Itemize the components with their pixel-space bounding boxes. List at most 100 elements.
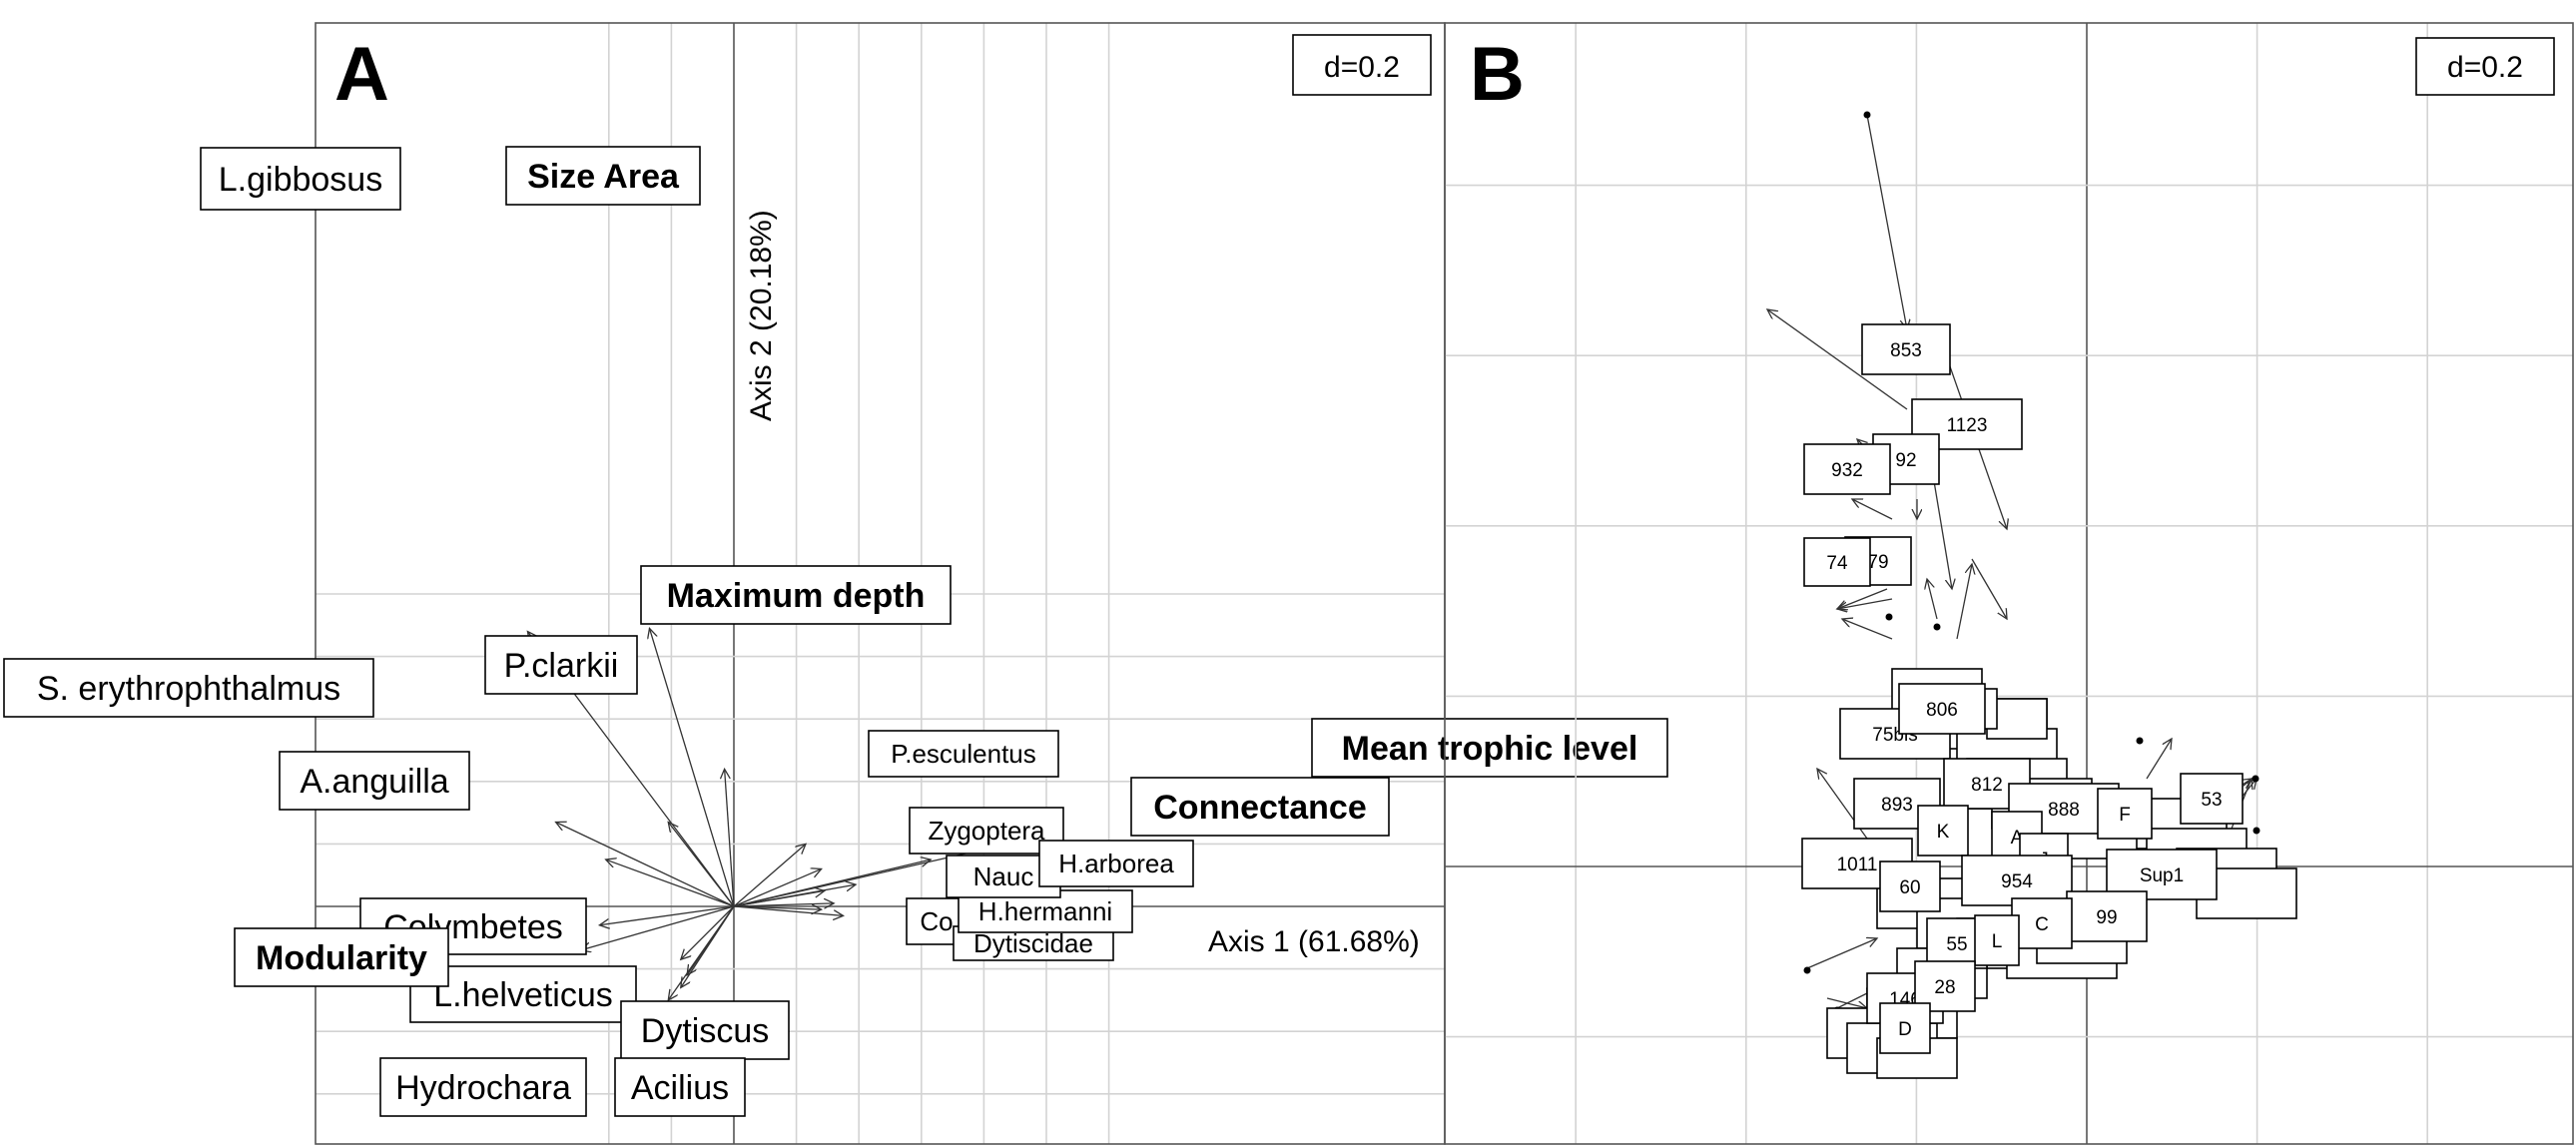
arrow-p-clarkii: [668, 822, 735, 907]
site-label-text-1123: 1123: [1947, 415, 1988, 436]
label-size-area: Size Area: [505, 146, 701, 206]
arrow-dytiscidae: [733, 905, 844, 915]
site-label-text-l: L: [1992, 931, 2003, 952]
arrow-maximum-depth: [725, 769, 735, 907]
panel-b-point: [1803, 966, 1811, 974]
site-label-53: 53: [2180, 773, 2244, 825]
site-label-f: F: [2097, 788, 2153, 840]
panel-b-point: [2136, 737, 2144, 745]
label-text-size-area: Size Area: [527, 158, 680, 196]
arrow-size-area: [649, 628, 735, 907]
panel-a-arrows: [527, 628, 1021, 999]
arrow-h-hermanni: [733, 903, 834, 906]
label-text-h-arborea: H.arborea: [1058, 849, 1174, 878]
label-a-anguilla: A.anguilla: [279, 751, 470, 811]
label-l-helveticus: L.helveticus: [409, 965, 637, 1023]
site-label-text-893: 893: [1881, 795, 1913, 816]
label-p-esculentus: P.esculentus: [868, 730, 1059, 778]
panel-b-frame: [1444, 22, 2574, 1145]
panel-b-arrow: [1842, 619, 1893, 640]
label-text-l-gibbosus: L.gibbosus: [219, 161, 382, 199]
site-label-text-f: F: [2119, 805, 2131, 826]
panel-b-arrows: [1767, 111, 2260, 1049]
panel-b-point: [1863, 111, 1871, 119]
site-label-text-853: 853: [1890, 340, 1922, 361]
site-label-853: 853: [1861, 323, 1951, 375]
label-text-l-helveticus: L.helveticus: [433, 976, 613, 1014]
site-label-806: 806: [1898, 683, 1986, 735]
arrow-zygoptera: [733, 868, 822, 907]
label-text-maximum-depth: Maximum depth: [667, 577, 926, 615]
panel-b-point: [1885, 613, 1893, 621]
arrow-colymbetes: [599, 905, 735, 925]
label-text-a-anguilla: A.anguilla: [300, 763, 448, 801]
label-mean-trophic-level: Mean trophic level: [1311, 718, 1668, 778]
label-text-zygoptera: Zygoptera: [928, 816, 1045, 846]
panel-b-arrow: [1826, 997, 1867, 1008]
arrow-s-erythrophthalmus: [556, 822, 735, 907]
arrow-connectance: [733, 860, 931, 907]
site-label-text-92: 92: [1895, 450, 1916, 471]
panel-b-arrow: [1866, 114, 1907, 329]
panel-b-scale-label: d=0.2: [2447, 51, 2523, 84]
arrow-a-anguilla: [606, 860, 735, 907]
label-l-gibbosus: L.gibbosus: [200, 147, 401, 211]
site-label-60: 60: [1879, 861, 1941, 912]
label-text-naucoridae: Nauc: [973, 861, 1034, 891]
panel-b-scale-box: d=0.2: [2415, 37, 2555, 96]
panel-a-labels: P.esculentus Zygoptera Co DytiscidaeH.herma…: [3, 146, 1668, 1117]
site-label-text-79: 79: [1867, 552, 1888, 573]
arrow-hydrochara: [668, 905, 735, 1000]
site-label-text-28: 28: [1934, 977, 1955, 998]
label-text-corixidae: Co: [920, 906, 953, 936]
site-label-text-1011: 1011: [1837, 855, 1878, 875]
label-modularity: Modularity: [234, 927, 449, 987]
site-label-l: L: [1974, 914, 2020, 966]
panel-b-arrow: [1971, 558, 2007, 619]
panel-b-point: [1933, 623, 1941, 631]
panel-b-arrow: [1956, 564, 1972, 640]
label-text-p-clarkii: P.clarkii: [504, 647, 619, 685]
label-text-h-hermanni: H.hermanni: [978, 896, 1112, 926]
panel-b-point: [2252, 775, 2259, 783]
site-label-text-888: 888: [2048, 800, 2080, 821]
site-label-d: D: [1879, 1002, 1931, 1054]
site-label-text-d: D: [1898, 1019, 1912, 1040]
label-text-dytiscidae: Dytiscidae: [973, 928, 1093, 958]
panel-b-arrow: [2146, 739, 2172, 780]
site-label-text-sup1: Sup1: [2140, 865, 2184, 886]
label-text-acilius: Acilius: [631, 1069, 729, 1107]
label-maximum-depth: Maximum depth: [640, 565, 952, 625]
label-text-mean-trophic-level: Mean trophic level: [1342, 730, 1638, 768]
site-label-text-932: 932: [1831, 460, 1863, 481]
site-label-99: 99: [2066, 890, 2148, 942]
panel-a-scale-label: d=0.2: [1324, 51, 1400, 84]
panel-b-point: [2253, 827, 2260, 835]
panel-a-ylabel: Axis 2 (20.18%): [745, 210, 778, 421]
label-zygoptera: Zygoptera: [909, 807, 1064, 855]
label-text-s-erythrophthalmus: S. erythrophthalmus: [37, 670, 340, 708]
label-text-connectance: Connectance: [1153, 789, 1367, 827]
label-text-p-esculentus: P.esculentus: [891, 739, 1036, 769]
label-connectance: Connectance: [1130, 777, 1390, 837]
panel-b-arrow: [1927, 579, 1938, 620]
site-label-954: 954: [1961, 855, 2073, 906]
panel-b-arrow: [1837, 588, 1888, 609]
label-text-hydrochara: Hydrochara: [395, 1069, 571, 1107]
panel-b-letter: B: [1470, 32, 1525, 117]
site-label-text-c: C: [2035, 914, 2049, 935]
arrow-modularity: [581, 905, 735, 950]
label-s-erythrophthalmus: S. erythrophthalmus: [3, 658, 374, 718]
label-p-clarkii: P.clarkii: [484, 635, 638, 695]
site-label-text-53: 53: [2201, 790, 2222, 811]
panel-a-xlabel: Axis 1 (61.68%): [1208, 925, 1420, 958]
label-acilius: Acilius: [614, 1057, 746, 1117]
panel-b-grid: [1445, 23, 2573, 1144]
site-label-text-812: 812: [1971, 775, 2003, 796]
panel-a-letter: A: [334, 32, 389, 117]
panel-a-scale-box: d=0.2: [1292, 34, 1432, 96]
panel-b-arrow: [1767, 309, 1908, 410]
site-label-text-806: 806: [1926, 700, 1958, 721]
